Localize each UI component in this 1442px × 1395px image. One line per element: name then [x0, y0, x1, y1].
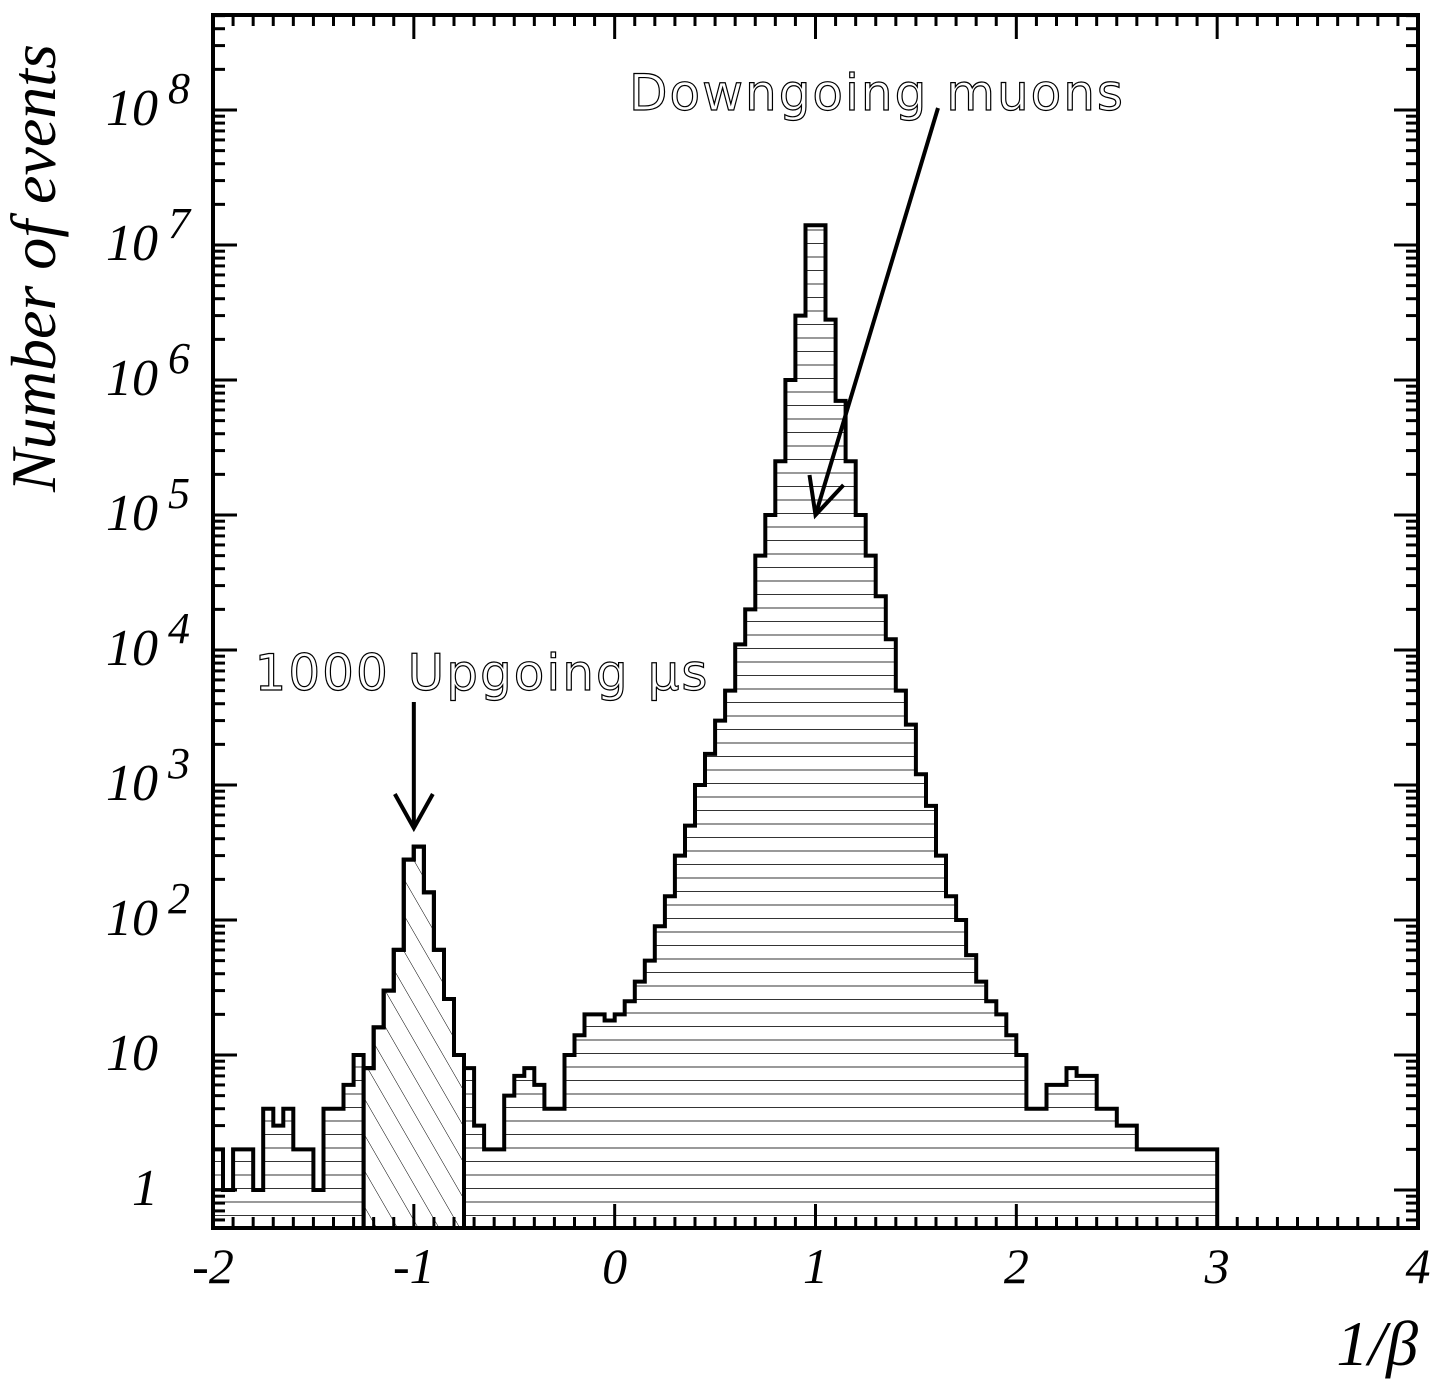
annotation-arrow-downgoing: [813, 107, 940, 516]
y-tick-label: 10: [106, 215, 158, 272]
x-tick-label: -2: [192, 1238, 234, 1294]
annotations: Downgoing muons 1000 Upgoing μs: [254, 63, 1125, 833]
x-axis-title: 1/β: [1336, 1308, 1418, 1379]
y-tick-exponent: 3: [167, 739, 190, 788]
x-tick-labels: -2 -1 0 1 2 3 4: [192, 1238, 1430, 1294]
y-tick-label: 10: [106, 620, 158, 677]
y-tick-label: 10: [106, 890, 158, 947]
x-tick-label: -1: [393, 1238, 435, 1294]
x-tick-label: 1: [803, 1238, 828, 1294]
y-tick-exponent: 6: [168, 334, 190, 383]
y-tick-label: 10: [106, 350, 158, 407]
x-tick-label: 4: [1406, 1238, 1431, 1294]
histogram-upgoing-hatch: [361, 844, 466, 1228]
y-tick-exponent: 2: [168, 874, 190, 923]
y-tick-label: 10: [106, 80, 158, 137]
y-tick-exponent: 8: [168, 64, 190, 113]
y-tick-exponent: 7: [168, 199, 192, 248]
y-tick-label: 10: [106, 1025, 158, 1082]
y-tick-label: 10: [106, 485, 158, 542]
upgoing-histogram: [361, 844, 466, 1228]
axis-ticks: [211, 14, 1420, 1228]
y-tick-exponent: 5: [168, 469, 190, 518]
x-tick-label: 0: [602, 1238, 627, 1294]
x-tick-label: 3: [1204, 1238, 1230, 1294]
y-tick-label: 1: [132, 1160, 158, 1217]
arrowhead-icon: [393, 793, 435, 833]
arrowhead-icon: [807, 474, 845, 520]
annotation-upgoing: 1000 Upgoing μs: [255, 644, 710, 702]
y-axis-title: Number of events: [0, 44, 69, 493]
annotation-downgoing: Downgoing muons: [629, 64, 1125, 122]
y-tick-exponent: 4: [168, 604, 190, 653]
x-tick-label: 2: [1004, 1238, 1029, 1294]
y-tick-label: 10: [106, 755, 158, 812]
